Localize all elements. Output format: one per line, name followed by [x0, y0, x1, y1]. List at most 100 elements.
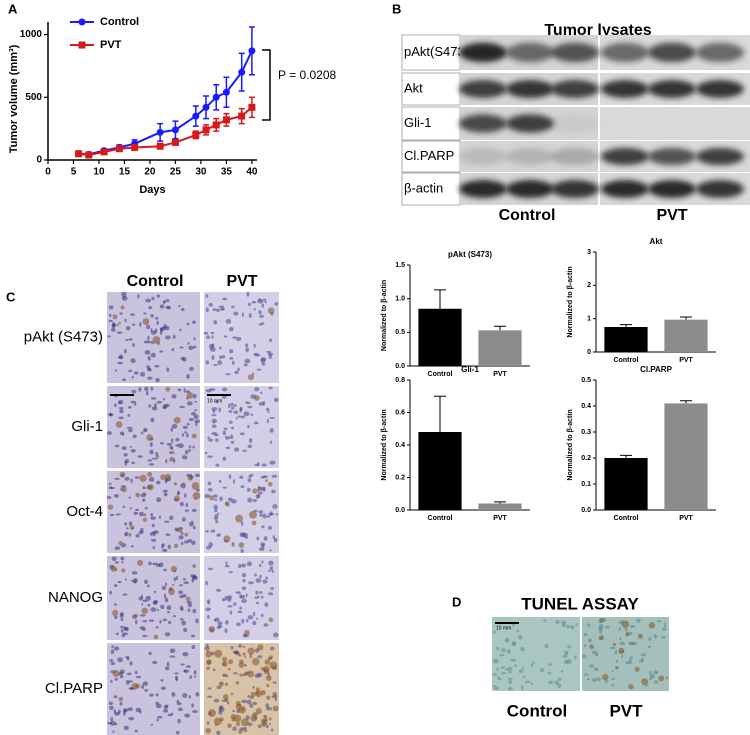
tissue-cell	[223, 335, 228, 338]
tissue-cell	[649, 670, 652, 675]
tissue-cell	[243, 727, 247, 730]
tissue-cell	[221, 307, 225, 310]
tissue-cell	[213, 698, 220, 703]
tissue-cell	[162, 618, 168, 622]
stain-spot	[619, 637, 622, 640]
y-tick-label: 0.0	[395, 363, 405, 370]
tissue-cell	[160, 604, 165, 609]
tissue-cell	[174, 527, 179, 532]
y-tick-label: 1.5	[395, 262, 405, 269]
tissue-cell	[588, 664, 594, 668]
tissue-cell	[204, 493, 211, 499]
tissue-cell	[205, 607, 211, 612]
stain-spot	[228, 659, 234, 665]
data-point	[131, 143, 139, 151]
bar	[418, 308, 462, 366]
tissue-cell	[232, 709, 236, 713]
y-tick-label: 0.2	[395, 474, 405, 481]
tissue-cell	[573, 655, 577, 660]
scale-bar	[110, 394, 134, 396]
tissue-cell	[246, 291, 250, 297]
tissue-cell	[147, 459, 153, 462]
stain-spot	[250, 691, 256, 697]
stain-spot	[115, 421, 123, 428]
tissue-cell	[125, 527, 129, 530]
blot-band	[601, 180, 649, 198]
stain-spot	[628, 684, 634, 690]
blot-membrane	[600, 107, 750, 140]
tissue-cell	[186, 600, 192, 604]
tissue-cell	[156, 400, 163, 404]
tissue-cell	[132, 434, 137, 439]
tissue-cell	[151, 523, 155, 528]
tissue-cell	[186, 423, 190, 426]
tissue-cell	[130, 313, 135, 316]
x-tick-label: PVT	[679, 515, 693, 522]
tissue-cell	[228, 326, 234, 332]
tissue-cell	[562, 624, 566, 628]
tissue-cell	[225, 318, 232, 324]
y-axis-label: Tumor volume (mm³)	[8, 44, 20, 153]
legend-marker	[78, 18, 86, 26]
tissue-cell	[496, 667, 499, 671]
tissue-cell	[265, 576, 268, 580]
tissue-cell	[241, 618, 245, 624]
tissue-cell	[243, 411, 250, 417]
x-tick-label: 35	[221, 167, 233, 178]
stain-spot	[173, 416, 181, 424]
tissue-cell	[171, 348, 175, 352]
error-bar	[620, 454, 632, 458]
error-bar	[680, 316, 692, 320]
tissue-cell	[113, 494, 120, 498]
stain-spot	[263, 669, 269, 675]
tissue-cell	[609, 646, 616, 650]
tissue-cell	[247, 424, 250, 429]
tissue-cell	[211, 335, 214, 339]
tissue-cell	[164, 520, 170, 523]
tissue-cell	[166, 367, 170, 372]
tissue-cell	[205, 307, 209, 313]
blot-title: Tumor lysates	[544, 22, 651, 39]
tissue-cell	[131, 571, 138, 575]
tissue-cell	[128, 338, 133, 341]
y-axis-label: Normalized to β-actin	[381, 280, 388, 351]
tissue-cell	[246, 401, 251, 405]
tissue-cell	[166, 661, 170, 667]
tissue-cell	[208, 438, 213, 442]
tissue-cell	[564, 652, 568, 656]
tissue-cell	[155, 701, 160, 705]
blot-band	[459, 114, 507, 133]
tissue-cell	[241, 563, 247, 568]
tissue-cell	[180, 617, 184, 621]
tissue-cell	[188, 366, 194, 371]
x-tick-label: Control	[614, 515, 639, 522]
tissue-cell	[147, 335, 150, 341]
tissue-cell	[228, 403, 231, 409]
tissue-cell	[189, 675, 193, 679]
tissue-cell	[240, 415, 246, 419]
tissue-cell	[263, 536, 268, 541]
tissue-cell	[210, 529, 216, 533]
tissue-cell	[256, 536, 260, 541]
tissue-cell	[135, 707, 142, 713]
tissue-cell	[253, 573, 257, 577]
tissue-cell	[190, 634, 196, 638]
tissue-cell	[140, 371, 146, 377]
blot-row-label: Akt	[404, 80, 423, 95]
tissue-cell	[165, 582, 168, 587]
stain-spot	[648, 622, 656, 629]
tissue-cell	[271, 569, 275, 573]
tissue-cell	[604, 625, 610, 629]
tissue-cell	[561, 620, 567, 626]
tissue-cell	[163, 403, 170, 408]
tissue-cell	[530, 682, 533, 686]
tissue-cell	[162, 301, 166, 305]
blot-label-box	[401, 34, 461, 71]
data-point	[75, 150, 83, 158]
tissue-cell	[661, 636, 666, 639]
tissue-cell	[638, 660, 642, 663]
tissue-cell	[246, 699, 252, 705]
tissue-cell	[162, 709, 169, 713]
tissue-cell	[168, 451, 175, 455]
tissue-cell	[141, 684, 145, 689]
